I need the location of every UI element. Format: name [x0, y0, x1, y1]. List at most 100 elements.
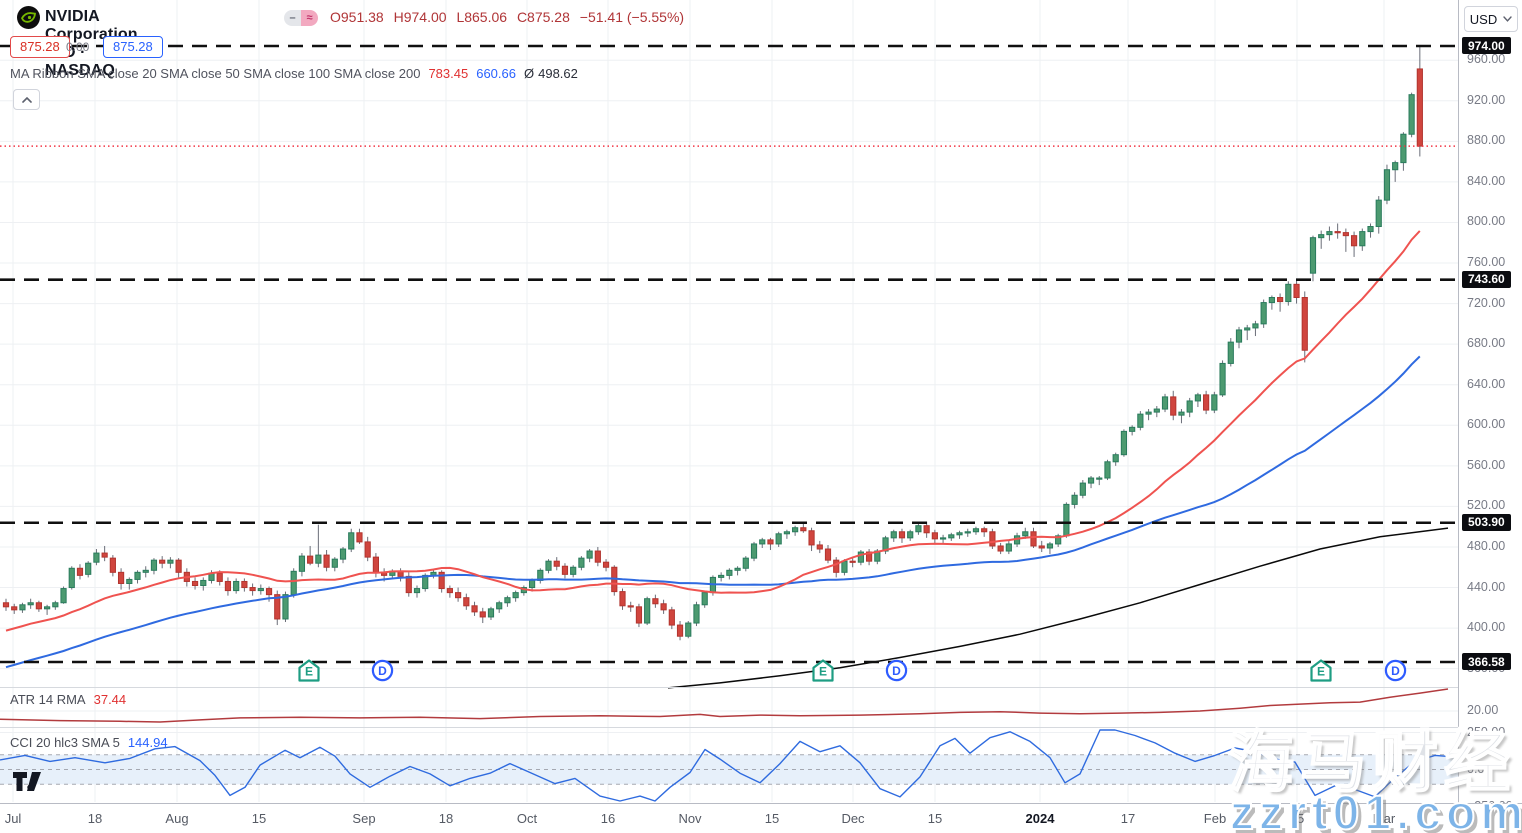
price-label-red[interactable]: 875.28: [10, 36, 70, 58]
candle-up: [44, 606, 51, 610]
candle-up: [956, 532, 963, 536]
candle-up: [19, 604, 26, 611]
candle-down: [800, 527, 807, 532]
svg-text:D: D: [1391, 664, 1400, 678]
candle-up: [282, 594, 289, 620]
candle-up: [134, 571, 141, 580]
candle-down: [438, 571, 445, 590]
price-tick-label: 840.00: [1467, 173, 1506, 188]
candle-up: [413, 588, 421, 594]
candle-up: [1392, 162, 1399, 171]
candle-up: [339, 548, 347, 560]
candle-up: [701, 592, 708, 606]
atr-legend[interactable]: ATR 14 RMA 37.44: [10, 692, 126, 707]
candle-down: [356, 532, 363, 543]
price-label-mid: 0.00: [66, 40, 90, 54]
candle-up: [734, 567, 741, 571]
svg-text:E: E: [1317, 665, 1325, 679]
candle-down: [101, 552, 108, 558]
candle-down: [159, 559, 166, 564]
candle-up: [1408, 94, 1415, 135]
dividend-marker[interactable]: D: [371, 659, 394, 687]
earnings-marker[interactable]: E: [812, 659, 834, 687]
time-tick-label: 18: [438, 811, 454, 826]
candle-down: [833, 559, 840, 573]
candle-down: [1301, 297, 1308, 351]
candle-down: [931, 532, 938, 540]
time-tick-label: Feb: [1203, 811, 1227, 826]
dividend-marker[interactable]: D: [1384, 659, 1407, 687]
candle-up: [726, 569, 733, 576]
tradingview-logo-icon[interactable]: [13, 772, 46, 796]
candle-up: [775, 533, 782, 545]
candle-up: [948, 534, 955, 539]
minus-icon[interactable]: –: [284, 10, 301, 26]
candle-up: [142, 569, 149, 573]
candle-down: [224, 580, 232, 592]
collapse-button[interactable]: [13, 89, 40, 110]
candle-up: [1244, 327, 1251, 331]
candle-up: [1211, 394, 1218, 411]
candle-up: [1137, 413, 1144, 428]
candle-down: [109, 557, 116, 573]
candle-up: [882, 537, 889, 552]
earnings-marker[interactable]: E: [1310, 659, 1332, 687]
pane-separator-cci[interactable]: [0, 727, 1522, 728]
time-tick-label: 16: [600, 811, 616, 826]
candle-down: [767, 539, 774, 545]
candle-up: [85, 562, 92, 575]
candle-up: [1022, 531, 1029, 537]
time-tick-label: 15: [927, 811, 943, 826]
earnings-marker[interactable]: E: [298, 659, 320, 687]
candle-up: [586, 550, 593, 559]
time-tick-label: Jul: [4, 811, 22, 826]
candle-up: [1318, 234, 1325, 239]
candle-up: [1071, 494, 1078, 505]
dividend-marker[interactable]: D: [885, 659, 908, 687]
wave-icon[interactable]: ≈: [301, 10, 318, 26]
candle-up: [693, 604, 700, 624]
nvidia-logo-icon: [17, 6, 40, 29]
candle-up: [1252, 323, 1259, 329]
indicator-toggle[interactable]: – ≈: [284, 10, 318, 26]
time-axis[interactable]: Jul 18 Aug 15 Sep 18 Oct 16 Nov 15 Dec 15 2024 17 Feb 1…: [0, 803, 1522, 833]
candle-down: [1030, 531, 1037, 547]
time-tick-label: 15: [764, 811, 780, 826]
candle-up: [685, 622, 692, 637]
candle-up: [68, 567, 75, 589]
candle-up: [93, 552, 100, 563]
candle-up: [890, 531, 897, 539]
candle-down: [35, 602, 42, 610]
chart-canvas[interactable]: [0, 0, 1458, 803]
candle-down: [981, 528, 988, 533]
ma-ribbon-legend[interactable]: MA Ribbon SMA close 20 SMA close 50 SMA …: [10, 66, 578, 81]
candle-down: [372, 556, 379, 573]
candle-up: [233, 580, 240, 592]
candle-up: [1055, 535, 1062, 545]
price-tick-label: 600.00: [1467, 417, 1506, 432]
cci-legend[interactable]: CCI 20 hlc3 SMA 5 144.94: [10, 735, 168, 750]
candle-down: [849, 560, 856, 563]
price-axis-badge: 366.58: [1462, 653, 1511, 670]
candle-down: [364, 541, 371, 558]
candle-up: [1400, 133, 1407, 164]
price-tick-label: 760.00: [1467, 255, 1506, 270]
candle-up: [1079, 482, 1086, 496]
candle-down: [405, 575, 412, 594]
candle-down: [635, 606, 643, 624]
candle-down: [866, 551, 873, 562]
sma200-line: [667, 527, 1449, 689]
candle-down: [997, 545, 1004, 552]
currency-dropdown[interactable]: USD: [1464, 6, 1518, 32]
candle-down: [455, 592, 462, 599]
candle-up: [545, 560, 552, 571]
price-axis[interactable]: 960.00 920.00 880.00 840.00 800.00 760.00 720.…: [1458, 0, 1522, 813]
candle-up: [570, 566, 577, 575]
candle-up: [718, 574, 725, 578]
pane-separator-atr[interactable]: [0, 687, 1522, 688]
candle-up: [1285, 283, 1292, 303]
candle-up: [742, 557, 749, 569]
price-tick-label: 800.00: [1467, 214, 1506, 229]
price-label-blue[interactable]: 875.28: [103, 36, 163, 58]
